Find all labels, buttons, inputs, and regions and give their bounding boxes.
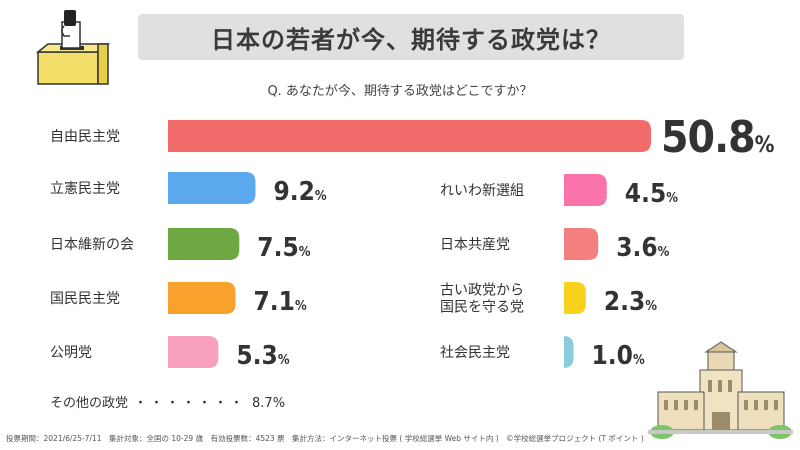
- category-label-1: 立憲民主党: [50, 180, 120, 197]
- category-label-7-1: 国民を守る党: [440, 300, 524, 316]
- bar-6: [564, 228, 599, 260]
- value-unit-0: %: [755, 133, 775, 158]
- category-label-0: 自由民主党: [50, 129, 120, 145]
- bar-4: [168, 336, 219, 368]
- category-label-3: 国民民主党: [50, 291, 120, 307]
- value-label-3: 7.1%: [254, 287, 307, 317]
- other-parties-value: 8.7%: [252, 396, 286, 411]
- value-unit-7: %: [645, 299, 657, 314]
- category-label-4: 公明党: [50, 345, 92, 361]
- value-label-0: 50.8%: [661, 112, 775, 163]
- bar-2: [168, 228, 240, 260]
- other-parties-dots: ・・・・・・・: [134, 396, 247, 411]
- value-unit-3: %: [295, 299, 307, 314]
- category-label-2: 日本維新の会: [50, 237, 134, 253]
- bar-8: [563, 336, 574, 368]
- other-parties: その他の政党 ・・・・・・・ 8.7%: [50, 392, 285, 411]
- value-label-8: 1.0%: [592, 341, 645, 371]
- value-unit-5: %: [666, 191, 678, 206]
- bar-7: [564, 282, 586, 314]
- survey-footnote: 投票期間：2021/6/25-7/11 集計対象：全国の 10-29 歳 有効投…: [6, 434, 644, 443]
- category-label-7-0: 古い政党から: [440, 283, 524, 299]
- chart-title: 日本の若者が今、期待する政党は？: [138, 14, 684, 60]
- survey-question: Q. あなたが今、期待する政党はどこですか？: [267, 84, 533, 99]
- category-label-6: 日本共産党: [440, 237, 510, 253]
- value-unit-4: %: [278, 353, 290, 368]
- value-label-7: 2.3%: [604, 287, 657, 317]
- value-label-1: 9.2%: [273, 177, 326, 207]
- other-parties-label: その他の政党: [50, 396, 129, 411]
- value-unit-8: %: [633, 353, 645, 368]
- value-label-4: 5.3%: [236, 341, 289, 371]
- bar-3: [168, 282, 236, 314]
- value-label-5: 4.5%: [625, 179, 678, 209]
- value-label-2: 7.5%: [257, 233, 310, 263]
- diet-building-icon: [648, 341, 793, 439]
- category-label-5: れいわ新選組: [440, 183, 524, 199]
- value-unit-2: %: [299, 245, 311, 260]
- category-label-8: 社会民主党: [440, 345, 510, 361]
- bar-0: [168, 120, 651, 152]
- value-label-6: 3.6%: [616, 233, 669, 263]
- ballot-box-icon: [35, 10, 110, 85]
- bar-1: [168, 172, 256, 204]
- value-unit-6: %: [658, 245, 670, 260]
- value-unit-1: %: [315, 189, 327, 204]
- bar-5: [564, 174, 607, 206]
